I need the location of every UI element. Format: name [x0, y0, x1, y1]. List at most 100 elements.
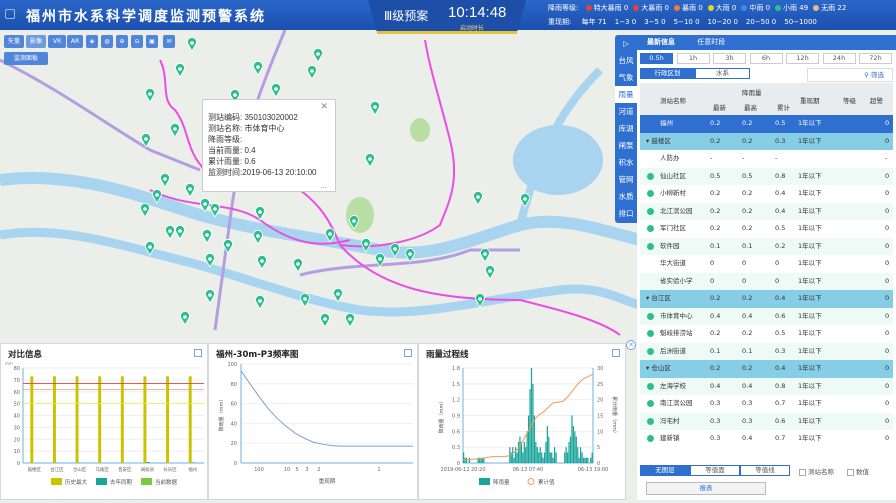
layer-isosurface[interactable]: 等值面	[690, 465, 740, 476]
legend-swatch[interactable]	[527, 478, 535, 485]
side-tab[interactable]: 库湖	[618, 124, 634, 133]
station-marker-icon[interactable]	[210, 203, 220, 218]
map-mode-vr[interactable]: VR	[48, 35, 66, 48]
return-period-item[interactable]: 5−10 0	[673, 18, 700, 26]
expand-icon[interactable]	[194, 349, 202, 357]
station-marker-icon[interactable]	[405, 248, 415, 263]
station-marker-icon[interactable]	[293, 258, 303, 273]
table-row[interactable]: 市体育中心 0.4 0.4 0.6 1年以下 0	[640, 307, 893, 325]
hour-button[interactable]: 3h	[713, 53, 746, 64]
station-marker-icon[interactable]	[205, 253, 215, 268]
map-mode-ar[interactable]: AR	[67, 35, 83, 48]
table-row[interactable]: 软件园 0.1 0.1 0.2 1年以下 0	[640, 237, 893, 255]
return-period-item[interactable]: 1−3 0	[614, 18, 637, 26]
layer-none[interactable]: 无图层	[640, 465, 690, 476]
station-marker-icon[interactable]	[307, 65, 317, 80]
station-marker-icon[interactable]	[325, 228, 335, 243]
station-marker-icon[interactable]	[165, 225, 175, 240]
station-marker-icon[interactable]	[170, 123, 180, 138]
expand-icon[interactable]	[612, 349, 620, 357]
side-tab[interactable]: 雨量	[615, 86, 637, 103]
side-tab[interactable]: 气象	[618, 73, 634, 82]
return-period-item[interactable]: 10−20 0	[707, 18, 738, 26]
hour-button[interactable]: 24h	[822, 53, 856, 64]
sort-return[interactable]: 重现期	[800, 97, 820, 105]
table-row[interactable]: 仙山社区 0.5 0.5 0.8 1年以下 0	[640, 167, 893, 185]
filter-button[interactable]: ⚲ 筛选	[807, 68, 893, 82]
station-marker-icon[interactable]	[140, 203, 150, 218]
table-row[interactable]: 左海学校 0.4 0.4 0.8 1年以下 0	[640, 377, 893, 395]
checkbox-station-name[interactable]: 测站名称	[799, 466, 834, 476]
station-marker-icon[interactable]	[313, 48, 323, 63]
map-mode-vector[interactable]: 矢量	[4, 35, 24, 48]
station-marker-icon[interactable]	[180, 311, 190, 326]
station-marker-icon[interactable]	[230, 89, 240, 104]
station-marker-icon[interactable]	[365, 153, 375, 168]
hour-button[interactable]: 6h	[749, 53, 783, 64]
rain-level-item[interactable]: 大暴雨 0	[633, 4, 669, 12]
rain-level-item[interactable]: 大雨 0	[707, 4, 736, 12]
station-marker-icon[interactable]	[187, 37, 197, 52]
station-marker-icon[interactable]	[160, 173, 170, 188]
globe-icon[interactable]: ◍	[101, 35, 113, 48]
close-charts-icon[interactable]: ✕	[626, 340, 636, 350]
zoom-in-icon[interactable]: ⊕	[116, 35, 128, 48]
sort-max[interactable]: 最高	[744, 104, 757, 112]
side-tab[interactable]: 积水	[618, 158, 634, 167]
legend-swatch[interactable]	[479, 478, 490, 485]
station-marker-icon[interactable]	[480, 248, 490, 263]
station-marker-icon[interactable]	[145, 88, 155, 103]
table-row[interactable]: 华大街道 0 0 0 1年以下 0	[640, 255, 893, 273]
station-marker-icon[interactable]	[300, 293, 310, 308]
table-row[interactable]: 军门社区 0.2 0.2 0.5 1年以下 0	[640, 220, 893, 238]
table-row[interactable]: 建新镇 0.3 0.4 0.7 1年以下 0	[640, 430, 893, 448]
hour-button[interactable]: 72h	[859, 53, 892, 64]
return-period-item[interactable]: 50−1000	[784, 18, 817, 26]
station-marker-icon[interactable]	[253, 230, 263, 245]
more-icon[interactable]: ...	[320, 181, 327, 190]
side-tab[interactable]: 排口	[618, 209, 634, 218]
rain-level-item[interactable]: 无雨 22	[813, 4, 846, 12]
table-row[interactable]: 冯宅村 0.3 0.3 0.6 1年以下 0	[640, 412, 893, 430]
tab-latest[interactable]: 最新信息	[647, 38, 675, 46]
layers-icon[interactable]: ◈	[86, 35, 98, 48]
station-marker-icon[interactable]	[141, 133, 151, 148]
station-marker-icon[interactable]	[473, 191, 483, 206]
sort-total[interactable]: 累计	[777, 104, 790, 112]
return-period-item[interactable]: 3−5 0	[644, 18, 666, 26]
station-marker-icon[interactable]	[390, 243, 400, 258]
screenshot-icon[interactable]: ▣	[146, 35, 158, 48]
station-marker-icon[interactable]	[520, 193, 530, 208]
station-marker-icon[interactable]	[255, 206, 265, 221]
rain-level-item[interactable]: 暴雨 0	[673, 4, 703, 12]
station-marker-icon[interactable]	[253, 61, 263, 76]
table-row[interactable]: 后洲街道 0.1 0.1 0.3 1年以下 0	[640, 342, 893, 360]
station-marker-icon[interactable]	[255, 295, 265, 310]
side-tab[interactable]: ▷	[623, 39, 629, 48]
tab-any-period[interactable]: 任意时段	[697, 38, 726, 46]
station-marker-icon[interactable]	[345, 313, 355, 328]
monitor-panel-button[interactable]: 监测面板	[4, 52, 48, 65]
return-period-item[interactable]: 20−50 0	[745, 18, 777, 26]
table-row[interactable]: 小柳新村 0.2 0.2 0.4 1年以下 0	[640, 185, 893, 203]
side-tab[interactable]: 台风	[618, 56, 634, 65]
rain-level-item[interactable]: 小雨 49	[775, 4, 808, 12]
side-tab[interactable]: 闸泵	[618, 141, 634, 150]
station-marker-icon[interactable]	[205, 289, 215, 304]
mode-admin[interactable]: 行政区划	[640, 68, 695, 79]
sort-warn[interactable]: 超警	[870, 97, 883, 105]
legend-swatch[interactable]	[96, 478, 107, 485]
legend-swatch[interactable]	[141, 478, 152, 485]
station-marker-icon[interactable]	[223, 239, 233, 254]
side-tab[interactable]: 管网	[618, 175, 634, 184]
station-marker-icon[interactable]	[271, 83, 281, 98]
station-marker-icon[interactable]	[361, 238, 371, 253]
table-row[interactable]: 南江滨公园 0.3 0.3 0.7 1年以下 0	[640, 395, 893, 413]
station-marker-icon[interactable]	[320, 313, 330, 328]
station-marker-icon[interactable]	[349, 215, 359, 230]
station-marker-icon[interactable]	[175, 225, 185, 240]
layer-isoline[interactable]: 等值线	[740, 465, 790, 476]
rain-level-item[interactable]: 中雨 0	[741, 4, 770, 12]
app-menu-icon[interactable]	[5, 9, 15, 19]
legend-swatch[interactable]	[51, 478, 62, 485]
